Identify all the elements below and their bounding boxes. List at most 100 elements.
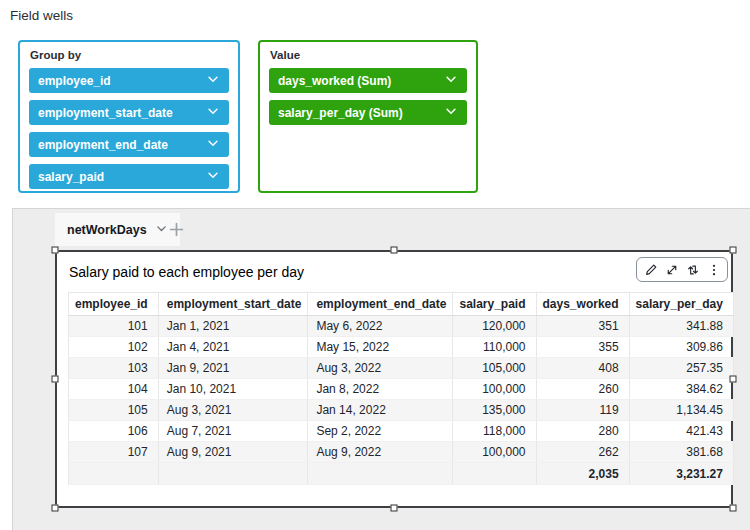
quicksight-field-wells-screen: { "field_wells": { "title": "Field wells…	[0, 0, 750, 530]
cell: Jan 14, 2022	[308, 400, 453, 421]
kebab-menu-icon[interactable]	[705, 261, 722, 278]
cell: 107	[69, 442, 159, 463]
table-visual[interactable]: Salary paid to each employee per day emp…	[55, 250, 733, 508]
column-header-employee-id[interactable]: employee_id	[69, 293, 159, 316]
resize-handle-right-middle[interactable]	[730, 376, 737, 383]
chevron-down-icon[interactable]	[206, 104, 220, 121]
field-pill-employment-end-date[interactable]: employment_end_date	[29, 132, 229, 157]
field-pill-label: employee_id	[38, 74, 111, 88]
value-well: Value days_worked (Sum) salary_per_day (…	[258, 40, 478, 193]
cell: 119	[536, 400, 629, 421]
cell: 351	[536, 316, 629, 337]
table-row: 102 Jan 4, 2021 May 15, 2022 110,000 355…	[69, 337, 734, 358]
cell: 105	[69, 400, 159, 421]
sheet-tab-networkdays[interactable]: netWorkDays	[55, 213, 180, 246]
cell: 110,000	[453, 337, 536, 358]
cell: May 6, 2022	[308, 316, 453, 337]
cell: Aug 9, 2021	[158, 442, 308, 463]
cell: 105,000	[453, 358, 536, 379]
cell: May 15, 2022	[308, 337, 453, 358]
total-cell	[158, 463, 308, 485]
cell: 384.62	[629, 379, 733, 400]
field-pill-label: employment_start_date	[38, 106, 173, 120]
cell: 381.68	[629, 442, 733, 463]
cell: 100,000	[453, 379, 536, 400]
cell: Sep 2, 2022	[308, 421, 453, 442]
column-header-salary-per-day[interactable]: salary_per_day	[629, 293, 733, 316]
field-wells-title: Field wells	[10, 8, 73, 23]
column-header-employment-end-date[interactable]: employment_end_date	[308, 293, 453, 316]
field-pill-salary-per-day-sum[interactable]: salary_per_day (Sum)	[269, 100, 467, 125]
cell: Aug 7, 2021	[158, 421, 308, 442]
column-header-salary-paid[interactable]: salary_paid	[453, 293, 536, 316]
cell: 101	[69, 316, 159, 337]
cell: 100,000	[453, 442, 536, 463]
cell: 408	[536, 358, 629, 379]
total-cell	[453, 463, 536, 485]
total-cell	[69, 463, 159, 485]
value-label: Value	[270, 49, 467, 61]
cell: 106	[69, 421, 159, 442]
group-by-well: Group by employee_id employment_start_da…	[18, 40, 240, 193]
cell: 103	[69, 358, 159, 379]
cell: 120,000	[453, 316, 536, 337]
field-pill-label: employment_end_date	[38, 138, 168, 152]
column-header-days-worked[interactable]: days_worked	[536, 293, 629, 316]
swap-arrows-icon[interactable]	[684, 261, 701, 278]
maximize-icon[interactable]	[663, 261, 680, 278]
field-pill-employment-start-date[interactable]: employment_start_date	[29, 100, 229, 125]
cell: 355	[536, 337, 629, 358]
field-pill-label: days_worked (Sum)	[278, 74, 391, 88]
chevron-down-icon[interactable]	[206, 72, 220, 89]
total-cell	[308, 463, 453, 485]
field-pill-days-worked-sum[interactable]: days_worked (Sum)	[269, 68, 467, 93]
add-sheet-button[interactable]	[163, 216, 189, 242]
table-totals-row: 2,035 3,231.27	[69, 463, 734, 485]
resize-handle-left-middle[interactable]	[52, 376, 59, 383]
field-pill-label: salary_per_day (Sum)	[278, 106, 403, 120]
chevron-down-icon[interactable]	[206, 136, 220, 153]
field-pill-label: salary_paid	[38, 170, 104, 184]
total-cell: 2,035	[536, 463, 629, 485]
cell: 260	[536, 379, 629, 400]
cell: 135,000	[453, 400, 536, 421]
sheet-tab-label: netWorkDays	[67, 223, 147, 237]
column-header-employment-start-date[interactable]: employment_start_date	[158, 293, 308, 316]
edit-pencil-icon[interactable]	[642, 261, 659, 278]
cell: Jan 1, 2021	[158, 316, 308, 337]
cell: Aug 3, 2021	[158, 400, 308, 421]
table-row: 101 Jan 1, 2021 May 6, 2022 120,000 351 …	[69, 316, 734, 337]
group-by-label: Group by	[30, 49, 229, 61]
cell: 102	[69, 337, 159, 358]
cell: Jan 8, 2022	[308, 379, 453, 400]
cell: Jan 10, 2021	[158, 379, 308, 400]
resize-handle-top-left[interactable]	[52, 247, 59, 254]
chevron-down-icon[interactable]	[206, 168, 220, 185]
chevron-down-icon[interactable]	[444, 72, 458, 89]
table-row: 106 Aug 7, 2021 Sep 2, 2022 118,000 280 …	[69, 421, 734, 442]
cell: 309.86	[629, 337, 733, 358]
resize-handle-bottom-middle[interactable]	[391, 505, 398, 512]
field-pill-employee-id[interactable]: employee_id	[29, 68, 229, 93]
total-cell: 3,231.27	[629, 463, 733, 485]
table-row: 103 Jan 9, 2021 Aug 3, 2022 105,000 408 …	[69, 358, 734, 379]
resize-handle-top-right[interactable]	[730, 247, 737, 254]
cell: Jan 4, 2021	[158, 337, 308, 358]
cell: 104	[69, 379, 159, 400]
field-pill-salary-paid[interactable]: salary_paid	[29, 164, 229, 189]
resize-handle-bottom-right[interactable]	[730, 505, 737, 512]
table-row: 107 Aug 9, 2021 Aug 9, 2022 100,000 262 …	[69, 442, 734, 463]
cell: Jan 9, 2021	[158, 358, 308, 379]
table-row: 105 Aug 3, 2021 Jan 14, 2022 135,000 119…	[69, 400, 734, 421]
cell: 118,000	[453, 421, 536, 442]
resize-handle-bottom-left[interactable]	[52, 505, 59, 512]
resize-handle-top-middle[interactable]	[391, 247, 398, 254]
table-header-row: employee_id employment_start_date employ…	[69, 293, 734, 316]
visual-title: Salary paid to each employee per day	[69, 264, 304, 280]
pivot-table: employee_id employment_start_date employ…	[68, 292, 734, 485]
chevron-down-icon[interactable]	[444, 104, 458, 121]
cell: 421.43	[629, 421, 733, 442]
plus-icon	[168, 221, 185, 238]
cell: 341.88	[629, 316, 733, 337]
visual-toolbar	[636, 257, 728, 282]
